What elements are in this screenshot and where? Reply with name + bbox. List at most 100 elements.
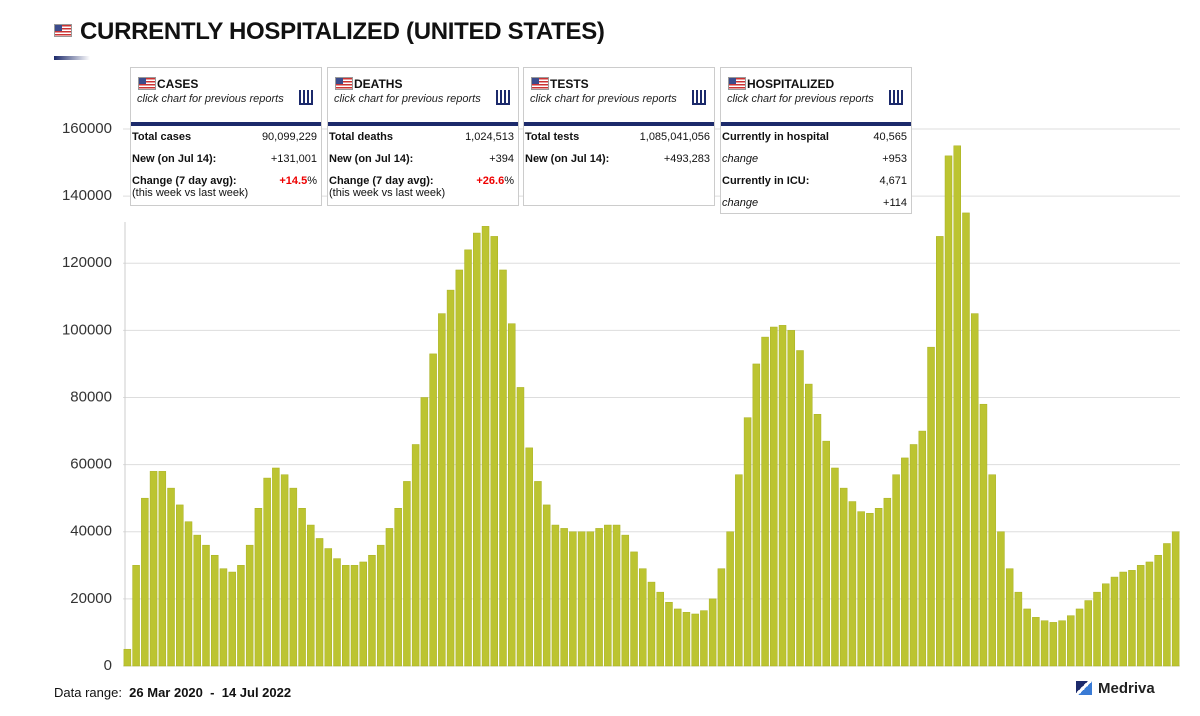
card-header: HOSPITALIZED click chart for previous re… — [721, 68, 911, 126]
row-unit: % — [307, 175, 317, 187]
bar — [289, 487, 298, 667]
hospitalized-card[interactable]: HOSPITALIZED click chart for previous re… — [720, 67, 912, 214]
row-value-group: +14.5% — [279, 175, 317, 187]
chart-icon[interactable] — [496, 90, 510, 105]
card-title: HOSPITALIZED — [747, 77, 835, 91]
card-row: Total tests 1,085,041,056 — [524, 126, 714, 148]
row-value: +14.5 — [279, 175, 308, 187]
bar — [464, 249, 472, 667]
bar — [411, 444, 420, 667]
flag-icon — [335, 77, 353, 90]
bar — [586, 531, 595, 667]
bar — [936, 236, 944, 667]
row-label: New (on Jul 14): — [525, 153, 610, 165]
row-value: +114 — [883, 197, 907, 209]
bar — [813, 414, 822, 667]
bar — [245, 544, 254, 667]
bar — [778, 325, 787, 667]
bar — [272, 467, 280, 667]
bar — [1023, 608, 1031, 667]
row-label: Total deaths — [329, 131, 393, 143]
card-row: New (on Jul 14): +131,001 — [131, 148, 321, 170]
deaths-card[interactable]: DEATHS click chart for previous reports … — [327, 67, 519, 206]
row-label: Change (7 day avg): — [329, 175, 434, 187]
y-tick-label: 0 — [104, 657, 112, 674]
bar — [647, 581, 656, 667]
bar — [726, 531, 734, 667]
row-label: Currently in hospital — [722, 131, 829, 143]
chart-icon[interactable] — [299, 90, 313, 105]
bar — [158, 471, 167, 667]
flag-icon — [531, 77, 549, 90]
bar — [1084, 600, 1093, 667]
bar — [604, 524, 612, 667]
row-value: 40,565 — [873, 131, 907, 143]
card-header: CASES click chart for previous reports — [131, 68, 321, 126]
row-label: change — [722, 153, 759, 165]
bar — [368, 554, 376, 667]
bar — [1014, 591, 1023, 667]
row-value-group: +26.6% — [476, 175, 514, 187]
bar — [979, 403, 988, 667]
bar — [577, 531, 586, 667]
bar — [149, 471, 158, 667]
row-value: 90,099,229 — [261, 131, 317, 143]
bar — [883, 497, 892, 667]
row-value: +493,283 — [663, 153, 710, 165]
bar — [944, 155, 953, 667]
bar — [516, 387, 525, 667]
cases-card[interactable]: CASES click chart for previous reports T… — [130, 67, 322, 206]
bar — [796, 350, 804, 667]
bar — [385, 528, 394, 667]
row-label: Currently in ICU: — [722, 175, 810, 187]
y-tick-label: 60000 — [70, 456, 112, 473]
bar — [743, 417, 752, 667]
bar — [1171, 531, 1180, 667]
bar — [612, 524, 621, 667]
card-subtitle: click chart for previous reports — [334, 93, 481, 105]
bar — [132, 565, 140, 667]
bar — [1136, 565, 1145, 667]
flag-icon — [54, 24, 72, 37]
range-end: 14 Jul 2022 — [221, 685, 292, 700]
bar — [770, 326, 778, 667]
bar — [184, 521, 193, 667]
tests-card[interactable]: TESTS click chart for previous reports T… — [523, 67, 715, 206]
bar — [525, 447, 533, 667]
row-note: (this week vs last week) — [329, 187, 446, 199]
bar — [682, 612, 691, 667]
bar — [927, 346, 935, 667]
bar — [403, 481, 411, 667]
bar — [473, 232, 481, 667]
bar — [307, 524, 315, 667]
bar — [237, 565, 245, 667]
card-subtitle: click chart for previous reports — [727, 93, 874, 105]
bar — [857, 511, 865, 667]
y-tick-label: 20000 — [70, 590, 112, 607]
bar — [787, 330, 796, 667]
bar — [665, 601, 673, 667]
bar — [822, 440, 830, 667]
bar — [1067, 615, 1075, 667]
card-header: DEATHS click chart for previous reports — [328, 68, 518, 126]
bar — [429, 353, 437, 667]
bar — [1049, 622, 1058, 667]
bar — [988, 474, 996, 667]
row-label: Total cases — [132, 131, 192, 143]
bar — [333, 558, 341, 667]
bar — [997, 531, 1005, 667]
card-subtitle: click chart for previous reports — [530, 93, 677, 105]
range-label: Data range: — [54, 685, 122, 700]
row-label: Total tests — [525, 131, 580, 143]
bar — [534, 481, 542, 667]
chart-icon[interactable] — [889, 90, 903, 105]
chart-icon[interactable] — [692, 90, 706, 105]
bar — [1145, 561, 1154, 667]
bar — [1163, 543, 1171, 667]
card-row: Currently in hospital 40,565 — [721, 126, 911, 148]
bar — [1040, 620, 1049, 667]
bar — [560, 528, 568, 667]
bar — [376, 544, 385, 667]
y-tick-label: 120000 — [62, 254, 112, 271]
